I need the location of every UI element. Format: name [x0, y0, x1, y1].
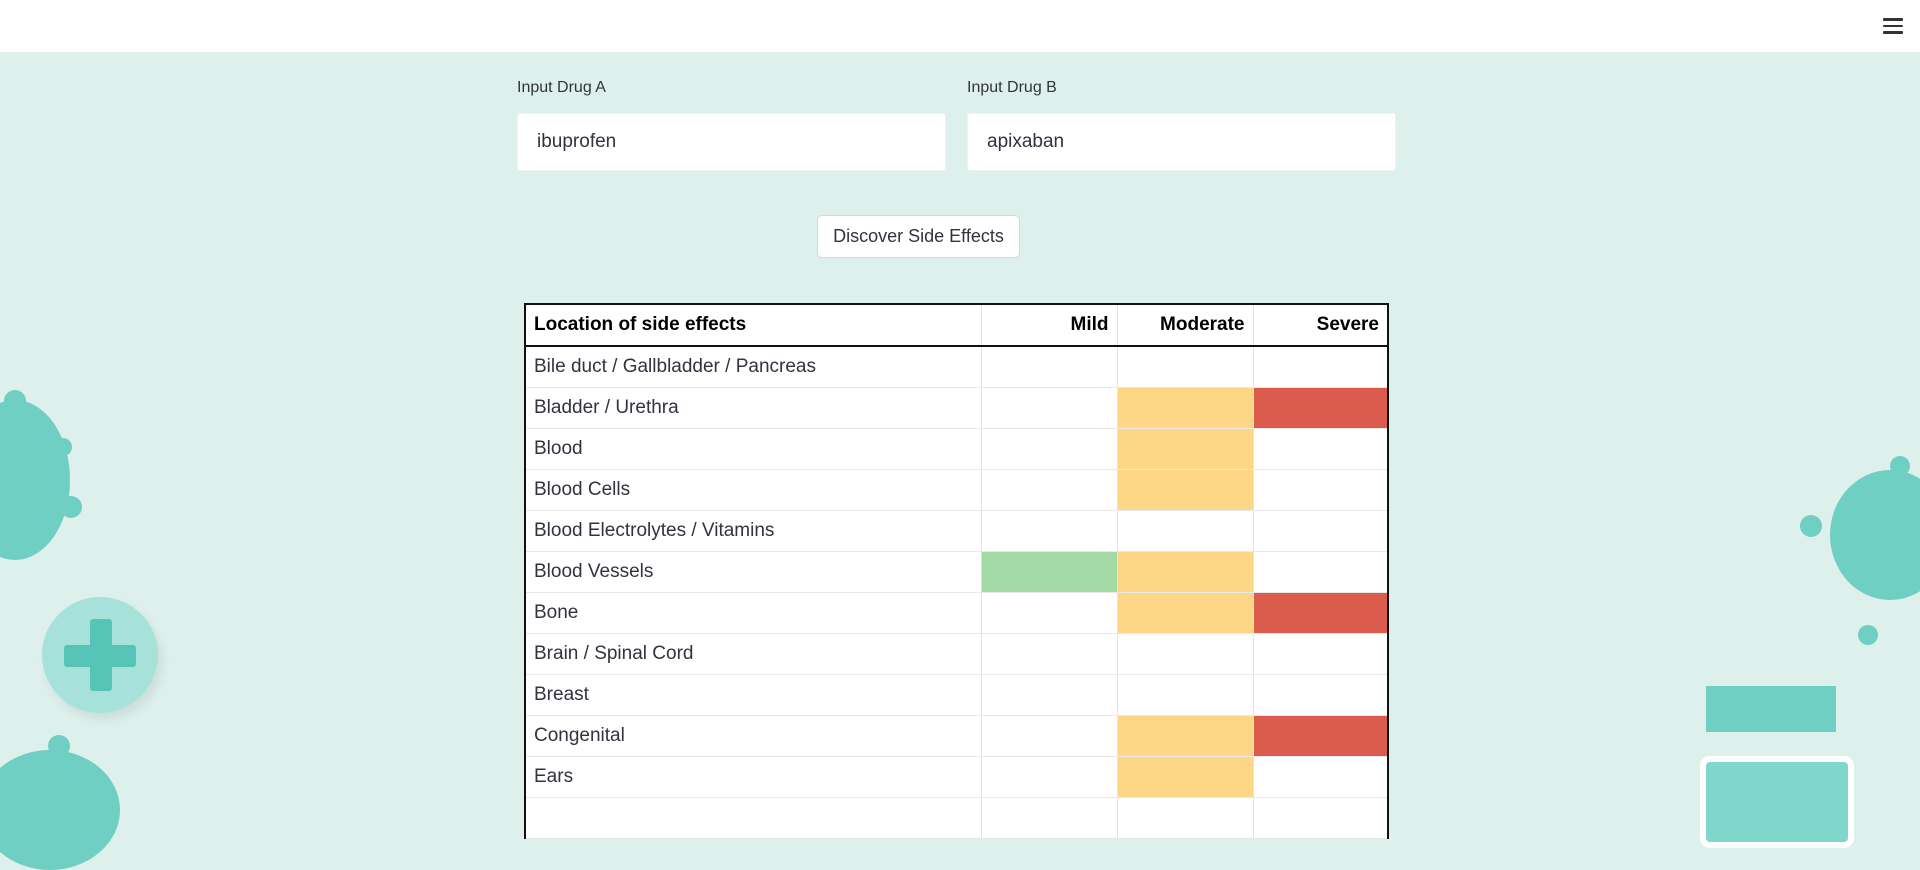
drug-b-label: Input Drug B [967, 79, 1057, 96]
table-row: Congenital [526, 715, 1387, 757]
hamburger-menu-icon[interactable] [1880, 14, 1906, 38]
table-row: Blood Electrolytes / Vitamins [526, 510, 1387, 552]
row-location-cell: Bladder / Urethra [526, 387, 981, 429]
row-location-cell: Blood Electrolytes / Vitamins [526, 510, 981, 552]
medical-plus-icon [42, 597, 158, 713]
moderate-severity-cell [1116, 510, 1253, 552]
table-row: Ears [526, 756, 1387, 798]
virus-spike-icon [1890, 456, 1910, 476]
row-location-cell [526, 797, 981, 839]
table-row: Brain / Spinal Cord [526, 633, 1387, 675]
header-severe: Severe [1252, 305, 1387, 347]
row-location-cell: Breast [526, 674, 981, 716]
severe-severity-cell [1252, 797, 1387, 839]
moderate-severity-cell [1116, 469, 1253, 511]
severe-severity-cell [1252, 633, 1387, 675]
moderate-severity-cell [1116, 797, 1253, 839]
row-location-cell: Bile duct / Gallbladder / Pancreas [526, 346, 981, 388]
severe-severity-cell [1252, 551, 1387, 593]
virus-spike-icon [60, 496, 82, 518]
row-location-cell: Congenital [526, 715, 981, 757]
mild-severity-cell [980, 592, 1117, 634]
moderate-severity-cell [1116, 633, 1253, 675]
table-row: Bone [526, 592, 1387, 634]
medicine-bottle-icon [1706, 686, 1836, 732]
severe-severity-cell [1252, 510, 1387, 552]
row-location-cell: Blood [526, 428, 981, 470]
medicine-bottle-body [1700, 756, 1854, 848]
drug-b-input[interactable] [967, 113, 1396, 171]
moderate-severity-cell [1116, 592, 1253, 634]
severe-severity-cell [1252, 428, 1387, 470]
table-row: Bladder / Urethra [526, 387, 1387, 429]
table-row: Bile duct / Gallbladder / Pancreas [526, 346, 1387, 388]
table-header-row: Location of side effects Mild Moderate S… [526, 305, 1387, 347]
moderate-severity-cell [1116, 674, 1253, 716]
virus-spike-icon [54, 438, 72, 456]
row-location-cell: Bone [526, 592, 981, 634]
mild-severity-cell [980, 428, 1117, 470]
drug-a-label: Input Drug A [517, 79, 606, 96]
virus-spike-icon [1800, 515, 1822, 537]
table-row: Breast [526, 674, 1387, 716]
mild-severity-cell [980, 756, 1117, 798]
mild-severity-cell [980, 346, 1117, 388]
row-location-cell: Ears [526, 756, 981, 798]
mild-severity-cell [980, 510, 1117, 552]
severe-severity-cell [1252, 715, 1387, 757]
moderate-severity-cell [1116, 346, 1253, 388]
table-row: Blood [526, 428, 1387, 470]
header-moderate: Moderate [1116, 305, 1253, 347]
severe-severity-cell [1252, 346, 1387, 388]
row-location-cell: Blood Cells [526, 469, 981, 511]
table-row: Blood Cells [526, 469, 1387, 511]
virus-decoration-icon [0, 750, 120, 870]
table-row [526, 797, 1387, 839]
virus-spike-icon [48, 735, 70, 757]
row-location-cell: Brain / Spinal Cord [526, 633, 981, 675]
virus-spike-icon [1858, 625, 1878, 645]
top-header-bar [0, 0, 1920, 52]
moderate-severity-cell [1116, 387, 1253, 429]
mild-severity-cell [980, 797, 1117, 839]
severe-severity-cell [1252, 756, 1387, 798]
mild-severity-cell [980, 633, 1117, 675]
mild-severity-cell [980, 387, 1117, 429]
moderate-severity-cell [1116, 715, 1253, 757]
mild-severity-cell [980, 674, 1117, 716]
virus-spike-icon [4, 390, 26, 412]
drug-a-input[interactable] [517, 113, 946, 171]
severe-severity-cell [1252, 469, 1387, 511]
mild-severity-cell [980, 469, 1117, 511]
moderate-severity-cell [1116, 756, 1253, 798]
virus-decoration-icon [1830, 470, 1920, 600]
severe-severity-cell [1252, 674, 1387, 716]
header-mild: Mild [980, 305, 1117, 347]
moderate-severity-cell [1116, 551, 1253, 593]
header-location: Location of side effects [526, 305, 981, 347]
row-location-cell: Blood Vessels [526, 551, 981, 593]
discover-side-effects-button[interactable]: Discover Side Effects [817, 215, 1020, 258]
severe-severity-cell [1252, 387, 1387, 429]
side-effects-table: Location of side effects Mild Moderate S… [524, 303, 1389, 839]
moderate-severity-cell [1116, 428, 1253, 470]
mild-severity-cell [980, 551, 1117, 593]
table-row: Blood Vessels [526, 551, 1387, 593]
virus-decoration-icon [0, 400, 70, 560]
mild-severity-cell [980, 715, 1117, 757]
severe-severity-cell [1252, 592, 1387, 634]
